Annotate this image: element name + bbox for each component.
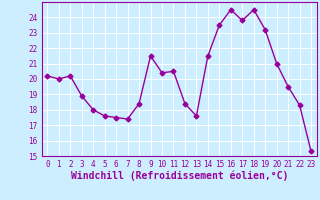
X-axis label: Windchill (Refroidissement éolien,°C): Windchill (Refroidissement éolien,°C) [70,171,288,181]
